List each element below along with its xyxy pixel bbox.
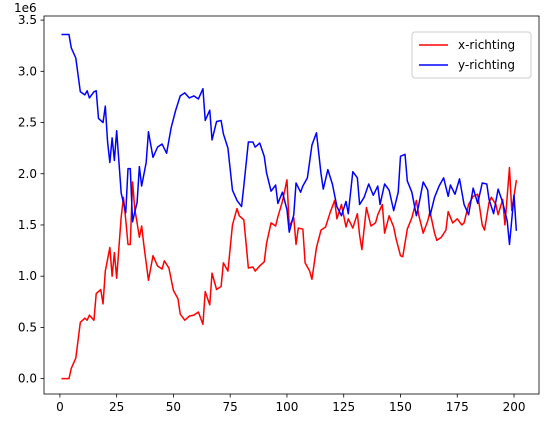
legend-label-y-richting: y-richting xyxy=(458,58,515,72)
y-tick-label: 0.0 xyxy=(18,372,37,386)
x-tick-label: 50 xyxy=(166,400,181,414)
x-tick-label: 100 xyxy=(276,400,299,414)
y-tick-label: 2.5 xyxy=(18,116,37,130)
y-axis-offset-label: 1e6 xyxy=(14,1,37,15)
y-tick-label: 3.5 xyxy=(18,13,37,27)
legend-label-x-richting: x-richting xyxy=(458,38,515,52)
y-tick-label: 2.0 xyxy=(18,167,37,181)
x-tick-label: 75 xyxy=(223,400,238,414)
series-line-x-richting xyxy=(61,166,518,380)
plot-frame xyxy=(43,15,540,395)
x-tick-label: 0 xyxy=(56,400,64,414)
y-tick-label: 1.5 xyxy=(18,218,37,232)
y-tick-label: 3.0 xyxy=(18,64,37,78)
y-tick-label: 1.0 xyxy=(18,269,37,283)
series-layer xyxy=(61,33,518,380)
axes-layer: 0 25 50 75 100 125 150 175 200 0.0 0.5 1.0 1.5 2.0 2.5… xyxy=(18,13,540,414)
y-tick-label: 0.5 xyxy=(18,320,37,334)
legend: x-richting y-richting xyxy=(411,31,532,79)
x-tick-label: 150 xyxy=(389,400,412,414)
x-tick-label: 25 xyxy=(109,400,124,414)
x-tick-label: 125 xyxy=(332,400,355,414)
x-tick-label: 200 xyxy=(503,400,526,414)
legend-box xyxy=(411,31,532,79)
x-tick-label: 175 xyxy=(446,400,469,414)
series-line-y-richting xyxy=(61,33,518,246)
